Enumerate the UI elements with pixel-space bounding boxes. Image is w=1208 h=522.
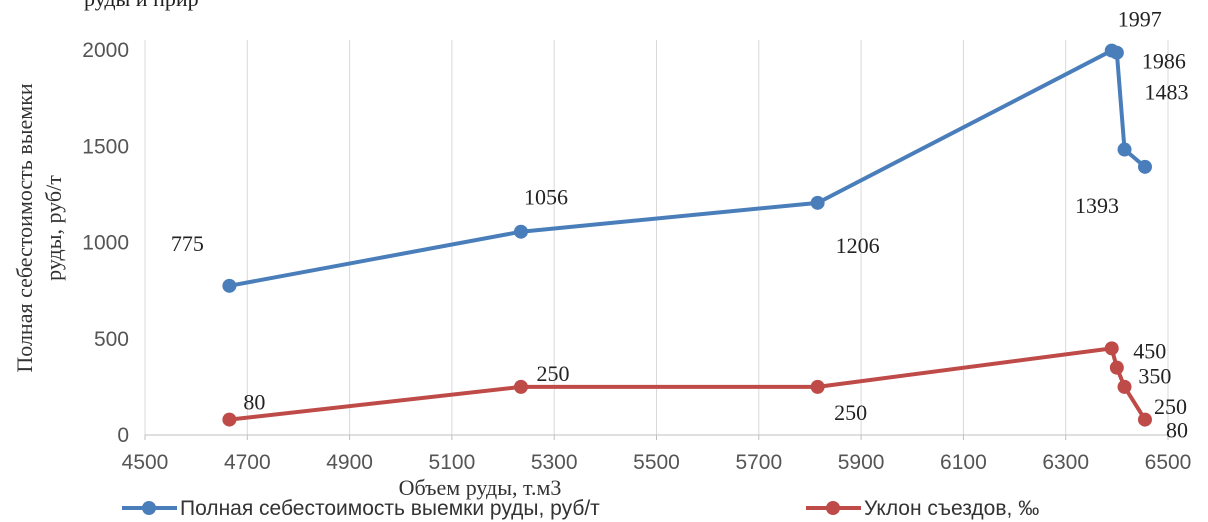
data-label: 450 (1133, 338, 1166, 363)
x-tick-labels: 4500 4700 4900 5100 5300 5500 5700 5900 6100 6300… (122, 451, 1192, 474)
data-label: 250 (834, 400, 867, 425)
data-label: 1206 (836, 233, 880, 258)
legend-label: Уклон съездов, ‰ (864, 497, 1039, 520)
data-label: 1483 (1145, 80, 1189, 105)
legend: Полная себестоимость выемки руды, руб/т У… (122, 497, 1039, 520)
cropped-heading-text: руды и прир (84, 0, 199, 12)
data-point (222, 412, 237, 427)
data-point (1109, 45, 1124, 60)
x-tick-label: 4500 (122, 451, 169, 474)
legend-label: Полная себестоимость выемки руды, руб/т (180, 497, 600, 520)
x-tick-label: 4900 (326, 451, 373, 474)
x-tick-label: 5100 (429, 451, 476, 474)
data-point (1137, 159, 1152, 174)
data-point (222, 278, 237, 293)
data-point (1137, 412, 1152, 427)
data-point (1109, 360, 1124, 375)
data-label: 1393 (1075, 193, 1119, 218)
data-label: 350 (1138, 364, 1171, 389)
data-label: 250 (1154, 394, 1187, 419)
x-tick-label: 6500 (1145, 451, 1192, 474)
data-point (1117, 379, 1132, 394)
series-lines (222, 43, 1152, 427)
series-line-0 (227, 48, 1147, 288)
y-tick-label: 0 (117, 424, 129, 447)
data-point (1104, 341, 1119, 356)
y-tick-labels: 0 500 1000 1500 2000 (82, 39, 129, 447)
data-point (810, 379, 825, 394)
y-tick-label: 1000 (82, 232, 129, 255)
x-axis-title: Объем руды, т.м3 (399, 475, 562, 500)
x-tick-label: 5700 (735, 451, 782, 474)
y-tick-label: 1500 (82, 135, 129, 158)
data-labels: 7751056120619971986148313938025025045035… (171, 7, 1189, 443)
legend-swatch-marker (142, 501, 156, 515)
vertical-gridlines (144, 40, 1169, 435)
y-axis-title: Полная себестоимость выемки руды, руб/т (12, 83, 66, 373)
x-tick-label: 5900 (838, 451, 885, 474)
data-label: 80 (243, 390, 265, 415)
x-tick-label: 5300 (531, 451, 578, 474)
data-point (810, 195, 825, 210)
data-label: 250 (536, 361, 569, 386)
data-label: 80 (1166, 418, 1188, 443)
data-label: 1056 (524, 185, 568, 210)
x-tick-label: 6300 (1042, 451, 1089, 474)
data-label: 1997 (1118, 7, 1162, 32)
y-tick-label: 500 (94, 328, 129, 351)
x-tick-label: 5500 (633, 451, 680, 474)
data-point (1117, 142, 1132, 157)
data-point (513, 224, 528, 239)
data-label: 775 (171, 231, 204, 256)
legend-swatch-marker (826, 501, 840, 515)
data-point (513, 379, 528, 394)
y-tick-label: 2000 (82, 39, 129, 62)
y-axis-title-line: руды, руб/т (41, 175, 66, 281)
x-tick-label: 6100 (940, 451, 987, 474)
data-label: 1986 (1142, 49, 1186, 74)
x-tick-label: 4700 (224, 451, 271, 474)
y-axis-title-line: Полная себестоимость выемки (12, 83, 37, 373)
series-line-1 (227, 346, 1147, 422)
axes (144, 434, 1169, 440)
